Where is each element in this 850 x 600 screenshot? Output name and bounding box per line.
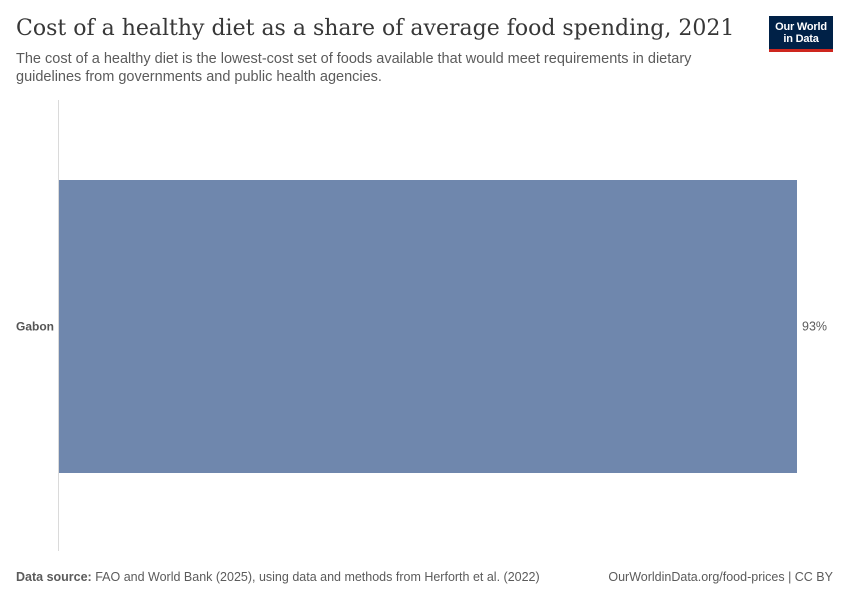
- chart-title: Cost of a healthy diet as a share of ave…: [16, 16, 735, 41]
- owid-logo[interactable]: Our World in Data: [769, 16, 833, 52]
- chart-subtitle: The cost of a healthy diet is the lowest…: [16, 51, 692, 85]
- data-source-text: FAO and World Bank (2025), using data an…: [95, 570, 540, 584]
- value-label: 93%: [802, 320, 827, 334]
- logo-line-1: Our World: [775, 21, 827, 33]
- source-url-link[interactable]: OurWorldinData.org/food-prices | CC BY: [608, 570, 833, 584]
- bar-gabon[interactable]: [59, 180, 797, 473]
- category-label: Gabon: [16, 320, 54, 334]
- logo-line-2: in Data: [783, 33, 819, 45]
- data-source-label: Data source:: [16, 570, 92, 584]
- data-source: Data source: FAO and World Bank (2025), …: [16, 570, 540, 584]
